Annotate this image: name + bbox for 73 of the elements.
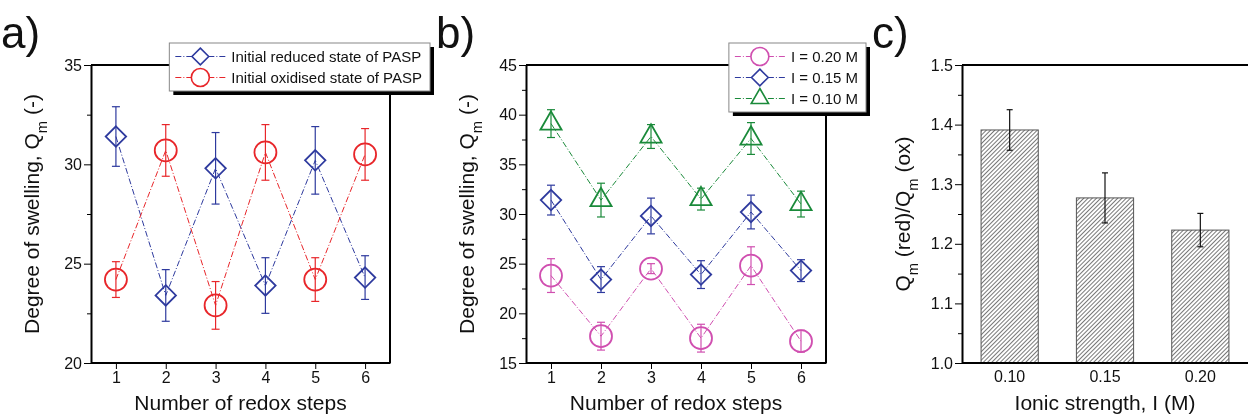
point xyxy=(589,324,613,349)
x-tick-label: 3 xyxy=(647,369,657,387)
y-tick-label: 20 xyxy=(499,304,518,322)
point xyxy=(789,329,813,354)
y-tick-label: 20 xyxy=(64,354,83,372)
point xyxy=(789,190,813,212)
point xyxy=(254,274,277,297)
x-tick-label: 0.15 xyxy=(1089,368,1121,386)
point xyxy=(589,268,613,291)
x-tick-label: 4 xyxy=(261,369,271,387)
x-tick-label: 0.20 xyxy=(1184,368,1217,386)
x-tick-label: 5 xyxy=(747,369,757,387)
point xyxy=(104,267,128,292)
chart-title: b) xyxy=(436,8,476,57)
point xyxy=(353,266,377,289)
x-axis-title: Number of redox steps xyxy=(134,391,347,414)
point xyxy=(539,263,563,288)
y-tick-label: 15 xyxy=(499,354,518,372)
point xyxy=(739,253,763,278)
x-tick-label: 1 xyxy=(547,369,557,387)
point xyxy=(154,284,177,307)
point xyxy=(789,259,813,282)
chart-title: c) xyxy=(872,8,909,57)
y-tick-label: 1.1 xyxy=(930,295,954,313)
point xyxy=(639,256,663,281)
y-tick-label: 1.3 xyxy=(930,175,954,193)
x-tick-label: 3 xyxy=(211,369,221,387)
y-tick-label: 40 xyxy=(499,106,518,124)
y-tick-label: 30 xyxy=(64,155,83,173)
point xyxy=(739,125,763,146)
legend-label: I = 0.10 M xyxy=(790,89,858,107)
x-tick-label: 6 xyxy=(361,369,371,387)
x-tick-label: 4 xyxy=(697,369,707,387)
y-tick-label: 1.0 xyxy=(930,354,954,372)
y-tick-label: 25 xyxy=(64,255,83,273)
point xyxy=(304,149,327,172)
point xyxy=(689,326,713,351)
x-axis-title: Number of redox steps xyxy=(569,391,783,414)
y-tick-label: 1.5 xyxy=(930,56,954,74)
y-tick-label: 45 xyxy=(499,56,518,74)
x-axis-title: Ionic strength, I (M) xyxy=(1014,391,1196,414)
point xyxy=(639,123,663,144)
chart-title: a) xyxy=(1,8,41,57)
point xyxy=(589,186,613,208)
x-tick-label: 2 xyxy=(161,369,171,387)
legend-label: Initial oxidised state of PASP xyxy=(231,68,422,86)
point xyxy=(303,267,328,292)
y-tick-label: 35 xyxy=(499,155,518,173)
x-tick-label: 6 xyxy=(797,369,807,387)
y-tick-label: 1.4 xyxy=(930,116,954,134)
y-tick-label: 30 xyxy=(499,205,518,223)
point xyxy=(539,110,563,131)
point xyxy=(153,138,178,163)
point xyxy=(204,157,227,180)
point xyxy=(253,140,278,165)
point xyxy=(739,200,763,224)
x-tick-label: 2 xyxy=(597,369,607,387)
legend-label: I = 0.20 M xyxy=(790,47,858,65)
x-tick-label: 0.10 xyxy=(994,368,1026,386)
point xyxy=(689,263,713,286)
y-tick-label: 35 xyxy=(64,56,83,74)
point xyxy=(353,142,377,167)
point xyxy=(539,188,563,212)
point xyxy=(689,185,713,207)
y-tick-label: 25 xyxy=(499,255,518,273)
legend-label: Initial reduced state of PASP xyxy=(231,47,422,65)
x-tick-label: 5 xyxy=(311,369,321,387)
legend-label: I = 0.15 M xyxy=(790,68,858,86)
y-tick-label: 1.2 xyxy=(930,235,954,253)
x-tick-label: 1 xyxy=(111,369,121,387)
point xyxy=(203,293,228,318)
point xyxy=(639,204,663,228)
point xyxy=(104,125,128,148)
